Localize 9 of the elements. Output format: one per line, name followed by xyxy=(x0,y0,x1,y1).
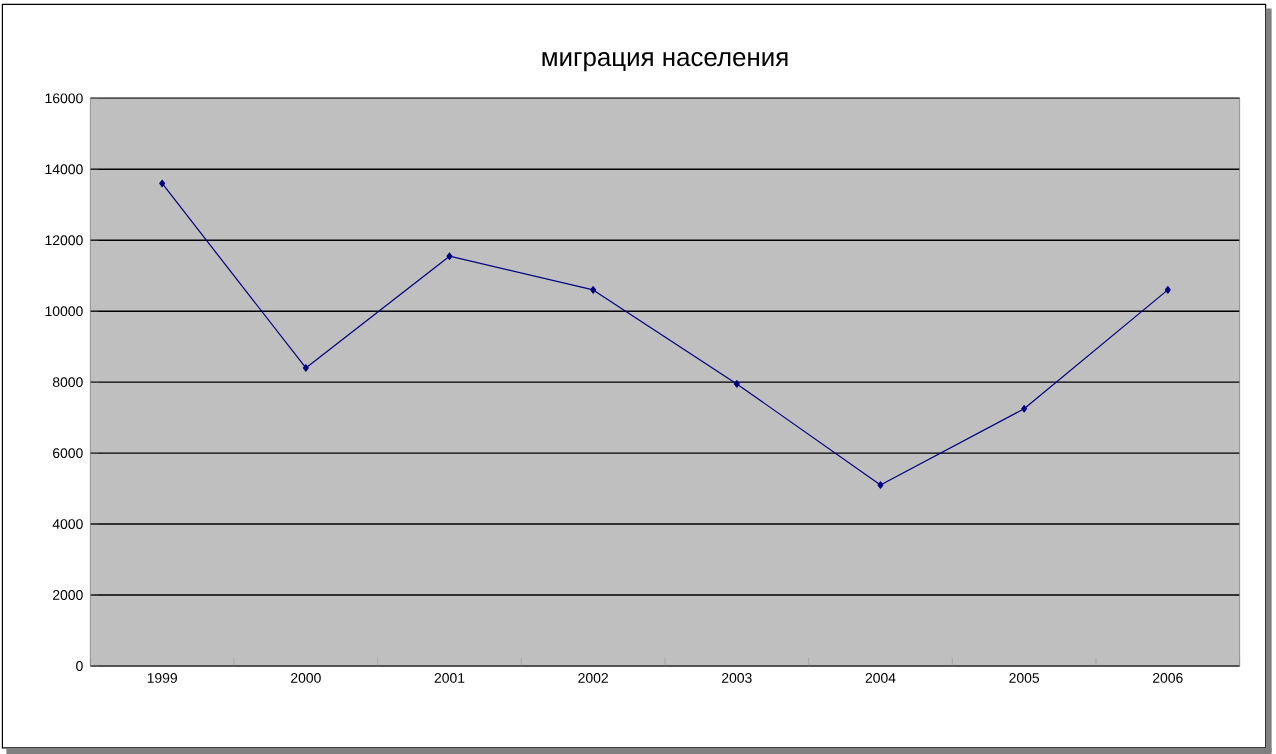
point xyxy=(877,481,884,489)
point xyxy=(1021,404,1028,413)
point xyxy=(590,285,597,294)
point xyxy=(733,379,740,388)
chart-title: миграция населения xyxy=(542,51,788,72)
point xyxy=(302,363,309,372)
point xyxy=(446,252,453,260)
point xyxy=(1164,285,1171,294)
point xyxy=(159,179,166,188)
